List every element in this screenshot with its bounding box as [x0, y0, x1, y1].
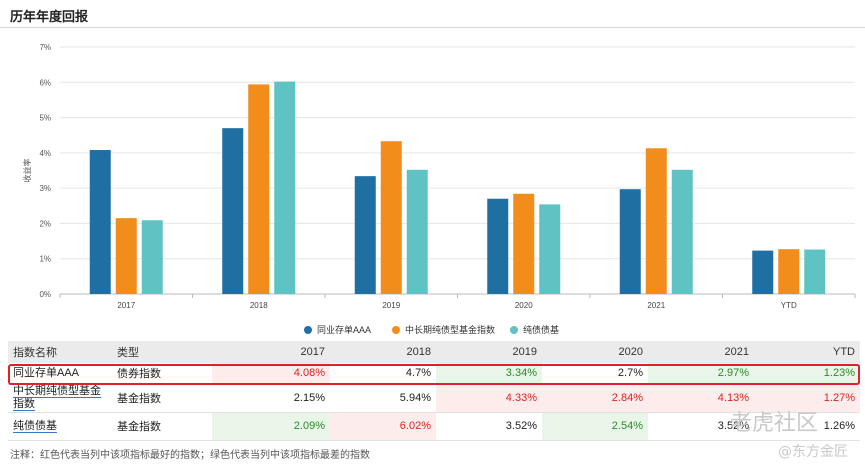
x-tick-label: 2018	[250, 301, 268, 310]
bar-YTD-2	[778, 249, 800, 294]
return-cell: 1.23%	[754, 363, 860, 385]
y-tick-label: 0%	[39, 290, 51, 299]
x-tick-label: 2020	[515, 301, 533, 310]
title-divider	[0, 27, 865, 28]
index-type-cell: 基金指数	[112, 384, 212, 413]
x-tick-label: YTD	[781, 301, 797, 310]
return-cell: 4.08%	[212, 363, 330, 385]
table-row: 同业存单AAA 债券指数 4.08% 4.7% 3.34% 2.7% 2.97% 1.23%	[8, 363, 860, 385]
legend-dot	[392, 325, 400, 334]
y-tick-label: 2%	[39, 219, 51, 228]
bar-2020-3	[539, 204, 561, 294]
return-cell: 4.13%	[648, 384, 754, 413]
bar-2018-1	[222, 128, 244, 294]
legend-item[interactable]: 纯债债基	[510, 323, 559, 336]
bar-2020-1	[487, 198, 509, 294]
col-header-type: 类型	[112, 341, 212, 363]
x-tick-label: 2021	[647, 301, 665, 310]
y-tick-label: 5%	[39, 114, 51, 123]
col-header-2020: 2020	[542, 341, 648, 363]
index-name-cell[interactable]: 纯债债基	[8, 412, 112, 441]
col-header-2017: 2017	[212, 341, 330, 363]
col-header-ytd: YTD	[754, 341, 860, 363]
watermark-community: 老虎社区	[730, 411, 819, 436]
bar-2017-3	[141, 220, 163, 294]
bar-2018-3	[274, 81, 296, 294]
returns-table: 指数名称 类型 2017 2018 2019 2020 2021 YTD 同业存…	[8, 341, 860, 441]
return-cell: 6.02%	[330, 412, 436, 441]
bar-2018-2	[248, 84, 270, 294]
col-header-2021: 2021	[648, 341, 754, 363]
legend-label: 同业存单AAA	[317, 325, 372, 335]
y-tick-label: 7%	[39, 43, 51, 52]
chart-legend: 同业存单AAA 中长期纯债型基金指数 纯债债基	[0, 323, 865, 337]
return-cell: 1.27%	[754, 384, 860, 413]
index-name-link[interactable]: 纯债债基	[13, 419, 57, 433]
y-tick-label: 1%	[39, 255, 51, 264]
return-cell: 4.7%	[330, 363, 436, 385]
page-title: 历年年度回报	[10, 9, 89, 24]
watermark-author: @东方金匠	[778, 444, 848, 460]
bar-2019-2	[380, 141, 402, 294]
annual-return-bar-chart: 0% 1% 2% 3% 4% 5% 6% 7% 收益率 2017 2018 2019 2020 2021 Y…	[22, 43, 856, 310]
bar-2019-1	[354, 176, 376, 294]
bar-2021-1	[619, 189, 641, 294]
return-cell: 5.94%	[330, 384, 436, 413]
legend-label: 纯债债基	[523, 325, 560, 335]
bar-YTD-3	[804, 249, 826, 294]
col-header-name: 指数名称	[8, 341, 112, 363]
x-tick-label: 2019	[382, 301, 400, 310]
col-header-2019: 2019	[436, 341, 542, 363]
y-axis-label: 收益率	[22, 159, 32, 183]
legend-item[interactable]: 中长期纯债型基金指数	[392, 323, 495, 336]
legend-label: 中长期纯债型基金指数	[405, 325, 496, 335]
index-name-cell[interactable]: 中长期纯债型基金指数	[8, 384, 112, 413]
bar-2021-3	[671, 169, 693, 294]
table-row: 中长期纯债型基金指数 基金指数 2.15% 5.94% 4.33% 2.84% 4.13% 1…	[8, 384, 860, 413]
bar-2017-2	[115, 218, 137, 294]
return-cell: 3.52%	[436, 412, 542, 441]
index-name-cell[interactable]: 同业存单AAA	[8, 363, 112, 385]
y-tick-label: 3%	[39, 184, 51, 193]
bar-2019-3	[406, 169, 428, 294]
index-type-cell: 基金指数	[112, 412, 212, 441]
index-name-link[interactable]: 中长期纯债型基金指数	[13, 385, 101, 411]
legend-item[interactable]: 同业存单AAA	[304, 323, 371, 336]
footnote: 注释：红色代表当列中该项指标最好的指数；绿色代表当列中该项指标最差的指数	[10, 450, 370, 461]
return-cell: 3.34%	[436, 363, 542, 385]
return-cell: 2.15%	[212, 384, 330, 413]
bar-2017-1	[89, 150, 111, 294]
return-cell: 4.33%	[436, 384, 542, 413]
x-tick-label: 2017	[117, 301, 135, 310]
return-cell: 2.54%	[542, 412, 648, 441]
table-row: 纯债债基 基金指数 2.09% 6.02% 3.52% 2.54% 3.52% 1.26%	[8, 412, 860, 441]
table-header-row: 指数名称 类型 2017 2018 2019 2020 2021 YTD	[8, 341, 860, 363]
return-cell: 2.97%	[648, 363, 754, 385]
bar-2020-2	[513, 193, 535, 294]
col-header-2018: 2018	[330, 341, 436, 363]
index-type-cell: 债券指数	[112, 363, 212, 385]
legend-dot	[510, 325, 518, 334]
bar-YTD-1	[752, 250, 774, 294]
return-cell: 3.52%	[648, 412, 754, 441]
legend-dot	[304, 325, 312, 334]
return-cell: 2.84%	[542, 384, 648, 413]
return-cell: 2.7%	[542, 363, 648, 385]
y-tick-label: 4%	[39, 149, 51, 158]
bar-2021-2	[645, 148, 667, 294]
return-cell: 2.09%	[212, 412, 330, 441]
y-tick-label: 6%	[39, 78, 51, 87]
index-name-link[interactable]: 同业存单AAA	[13, 366, 80, 379]
return-cell: 1.26%	[754, 412, 860, 441]
